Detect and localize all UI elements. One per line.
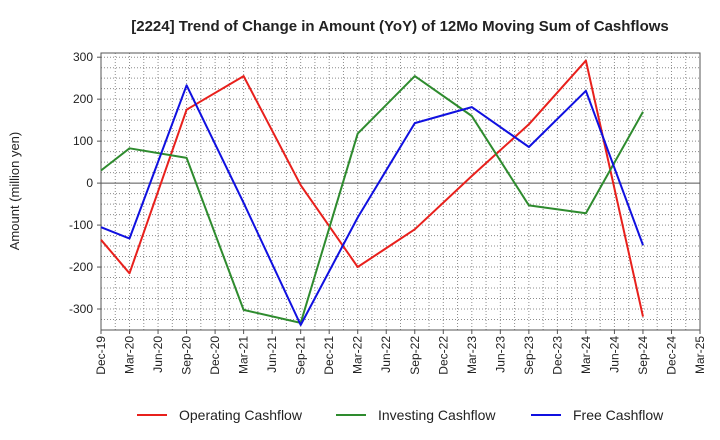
x-tick-label: Mar-20: [123, 336, 137, 374]
grid: [101, 53, 700, 330]
x-tick-label: Dec-19: [94, 336, 108, 375]
x-tick-labels: Dec-19 Mar-20 Jun-20 Sep-20 Dec-20 Mar-21 Jun-…: [94, 330, 707, 375]
y-tick-label: 300: [73, 50, 93, 64]
x-tick-label: Dec-20: [208, 336, 222, 375]
series-line-operating-cashflow: [100, 59, 644, 317]
y-axis-label: Amount (million yen): [7, 132, 22, 251]
x-tick-label: Jun-23: [493, 336, 507, 373]
plot-frame: [100, 52, 701, 331]
y-tick-label: 0: [86, 176, 93, 190]
x-tick-label: Jun-24: [607, 336, 621, 373]
legend-label: Investing Cashflow: [378, 407, 496, 423]
chart-title: [2224] Trend of Change in Amount (YoY) o…: [131, 18, 669, 35]
legend-label: Operating Cashflow: [179, 407, 303, 423]
y-tick-label: -300: [69, 302, 93, 316]
x-tick-label: Sep-23: [522, 336, 536, 375]
x-tick-label: Sep-21: [294, 336, 308, 375]
y-tick-labels: -300 -200 -100 0 100 200 300: [69, 50, 101, 316]
x-tick-label: Mar-23: [465, 336, 479, 374]
x-tick-label: Dec-24: [664, 336, 678, 375]
x-tick-label: Dec-21: [322, 336, 336, 375]
legend: Operating Cashflow Investing Cashflow Free…: [137, 407, 664, 423]
x-tick-label: Mar-24: [579, 336, 593, 374]
series-line-free-cashflow: [100, 84, 644, 326]
y-tick-label: 100: [73, 134, 93, 148]
x-tick-label: Mar-22: [351, 336, 365, 374]
x-tick-label: Jun-20: [151, 336, 165, 373]
x-tick-label: Dec-23: [550, 336, 564, 375]
x-tick-label: Mar-21: [237, 336, 251, 374]
x-tick-label: Mar-25: [693, 336, 707, 374]
x-tick-label: Jun-22: [379, 336, 393, 373]
x-tick-label: Sep-20: [180, 336, 194, 375]
x-tick-label: Sep-24: [636, 336, 650, 375]
legend-label: Free Cashflow: [573, 407, 664, 423]
x-tick-label: Dec-22: [436, 336, 450, 375]
y-tick-label: -100: [69, 218, 93, 232]
series-layer: [100, 59, 644, 326]
x-tick-label: Sep-22: [408, 336, 422, 375]
series-line-investing-cashflow: [100, 75, 644, 324]
x-tick-label: Jun-21: [265, 336, 279, 373]
y-tick-label: 200: [73, 92, 93, 106]
y-tick-label: -200: [69, 260, 93, 274]
